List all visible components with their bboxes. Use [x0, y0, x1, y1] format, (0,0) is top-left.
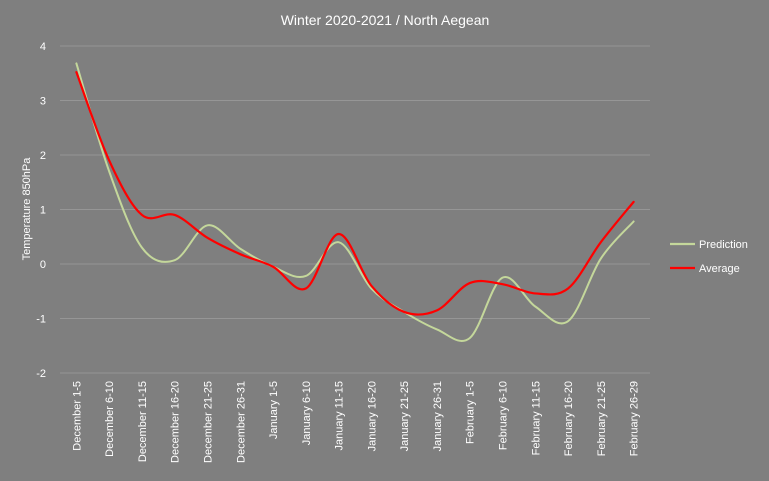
x-tick-label: January 16-20 [366, 381, 378, 451]
y-tick-label: -2 [36, 368, 46, 380]
x-tick-label: February 21-25 [596, 381, 608, 456]
y-tick-label: -1 [36, 314, 46, 326]
legend: Prediction Average [670, 239, 748, 275]
x-tick-label: December 11-15 [137, 381, 149, 462]
y-axis-label: Temperature 850hPa [21, 157, 33, 261]
y-tick-label: 4 [40, 41, 46, 53]
y-tick-label: 3 [40, 96, 46, 108]
x-tick-label: December 16-20 [170, 381, 182, 463]
x-tick-label: February 11-15 [530, 381, 542, 455]
y-axis-ticks: -2 -1 0 1 2 3 4 [36, 41, 46, 380]
chart-title: Winter 2020-2021 / North Aegean [281, 12, 490, 28]
x-tick-label: February 26-29 [629, 381, 641, 456]
x-tick-label: January 21-25 [399, 381, 411, 451]
y-tick-label: 1 [40, 205, 46, 217]
x-tick-label: January 1-5 [268, 381, 280, 439]
gridlines [60, 45, 650, 374]
x-tick-label: February 16-20 [563, 381, 575, 456]
x-tick-label: January 26-31 [432, 381, 444, 451]
x-tick-label: January 11-15 [334, 381, 346, 451]
x-tick-label: December 21-25 [203, 381, 215, 463]
x-tick-label: February 1-5 [465, 381, 477, 444]
x-tick-label: January 6-10 [301, 381, 313, 445]
legend-label-prediction: Prediction [699, 239, 748, 251]
x-tick-label: December 6-10 [104, 381, 116, 457]
series-line-average [75, 71, 635, 316]
series-line-prediction [75, 62, 635, 343]
x-tick-label: December 1-5 [71, 381, 83, 451]
x-tick-label: February 6-10 [498, 381, 510, 450]
series-lines [75, 62, 635, 343]
y-tick-label: 2 [40, 150, 46, 162]
y-tick-label: 0 [40, 259, 46, 271]
x-axis-ticks: December 1-5 December 6-10 December 11-15 D… [71, 381, 640, 463]
x-tick-label: December 26-31 [235, 381, 247, 463]
legend-label-average: Average [699, 263, 740, 275]
